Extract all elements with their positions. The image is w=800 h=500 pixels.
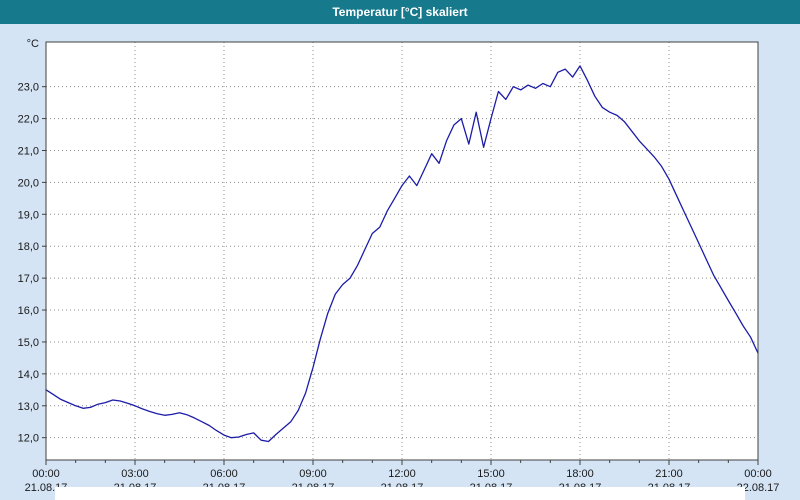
x-tick-time-label: 15:00: [477, 468, 505, 480]
y-tick-label: 13,0: [18, 401, 39, 413]
y-axis-unit: °C: [27, 38, 39, 50]
x-tick-time-label: 12:00: [388, 468, 416, 480]
bottom-panel: [55, 487, 745, 500]
y-tick-label: 16,0: [18, 305, 39, 317]
chart-title-bar: Temperatur [°C] skaliert: [0, 0, 800, 24]
x-tick-time-label: 09:00: [299, 468, 327, 480]
x-tick-time-label: 03:00: [121, 468, 149, 480]
x-tick-time-label: 21:00: [655, 468, 683, 480]
y-tick-label: 20,0: [18, 177, 39, 189]
y-tick-label: 22,0: [18, 114, 39, 126]
x-tick-date-label: 22.08.17: [737, 482, 780, 494]
y-tick-label: 14,0: [18, 369, 39, 381]
y-tick-label: 23,0: [18, 82, 39, 94]
x-tick-time-label: 00:00: [32, 468, 60, 480]
y-tick-label: 17,0: [18, 273, 39, 285]
temperature-series-line: [45, 65, 759, 443]
y-tick-label: 21,0: [18, 145, 39, 157]
y-tick-label: 15,0: [18, 337, 39, 349]
y-tick-label: 12,0: [18, 433, 39, 445]
y-tick-label: 18,0: [18, 241, 39, 253]
x-tick-time-label: 00:00: [744, 468, 772, 480]
chart-title: Temperatur [°C] skaliert: [332, 5, 468, 19]
x-tick-time-label: 18:00: [566, 468, 594, 480]
x-tick-time-label: 06:00: [210, 468, 238, 480]
y-tick-label: 19,0: [18, 209, 39, 221]
plot-area: [46, 42, 758, 460]
